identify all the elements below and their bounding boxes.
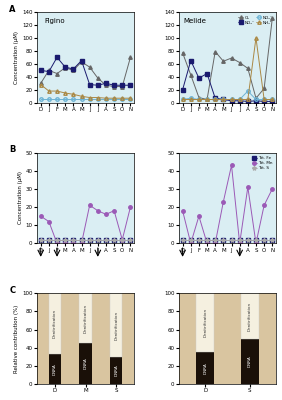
Bar xyxy=(49,354,61,384)
Bar xyxy=(49,293,61,354)
Text: B: B xyxy=(9,145,16,154)
Y-axis label: Concentration (μM): Concentration (μM) xyxy=(14,31,19,84)
Text: Denitrification: Denitrification xyxy=(114,310,118,340)
Bar xyxy=(241,339,259,384)
Bar xyxy=(110,357,122,384)
Legend: O₂, NO₃⁻, NO₂⁻, NH₄⁺: O₂, NO₃⁻, NO₂⁻, NH₄⁺ xyxy=(236,14,274,26)
Text: Figino: Figino xyxy=(45,18,65,24)
Bar xyxy=(110,293,122,357)
Bar xyxy=(80,343,92,384)
Text: Denitrification: Denitrification xyxy=(53,309,57,338)
Text: Denitrification: Denitrification xyxy=(203,308,207,337)
Text: DNRA: DNRA xyxy=(83,358,88,370)
Text: DNRA: DNRA xyxy=(248,356,252,367)
Bar xyxy=(80,293,92,343)
Text: Denitrification: Denitrification xyxy=(83,304,88,333)
Text: Denitrification: Denitrification xyxy=(248,301,252,330)
Bar xyxy=(196,293,214,352)
Bar xyxy=(196,352,214,384)
Bar xyxy=(241,293,259,339)
Y-axis label: Relative contribution (%): Relative contribution (%) xyxy=(14,304,19,373)
Text: C: C xyxy=(9,286,16,295)
Text: DNRA: DNRA xyxy=(203,362,207,374)
Text: A: A xyxy=(9,5,16,14)
Text: Melide: Melide xyxy=(183,18,206,24)
Y-axis label: Concentration (μM): Concentration (μM) xyxy=(18,172,23,224)
Text: DNRA: DNRA xyxy=(114,364,118,376)
Legend: Tot. Fe, Tot. Mn, Tot. S: Tot. Fe, Tot. Mn, Tot. S xyxy=(250,155,274,172)
Text: DNRA: DNRA xyxy=(53,363,57,375)
